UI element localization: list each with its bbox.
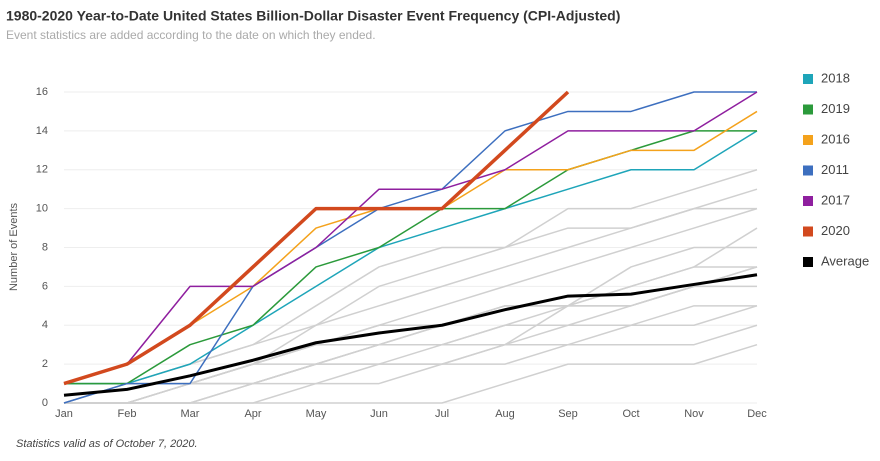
- y-tick-label: 12: [36, 164, 48, 176]
- legend-swatch: [803, 135, 813, 145]
- legend-label: 2011: [821, 162, 849, 177]
- series-line: [63, 90, 570, 386]
- chart-subtitle: Event statistics are added according to …: [6, 28, 376, 42]
- y-tick-label: 10: [36, 203, 48, 215]
- background-line: [64, 207, 757, 404]
- legend-label: 2020: [821, 223, 850, 238]
- series-line: [63, 273, 758, 397]
- legend-swatch: [803, 104, 813, 115]
- y-tick-label: 2: [42, 358, 48, 370]
- x-tick-label: Jun: [370, 408, 388, 420]
- y-tick-label: 6: [42, 280, 48, 292]
- legend-label: Average: [821, 253, 869, 268]
- x-tick-label: Nov: [684, 408, 704, 420]
- x-tick-label: Apr: [244, 408, 261, 420]
- legend-swatch: [803, 257, 813, 267]
- series-line: [64, 130, 758, 385]
- x-tick-label: Sep: [558, 408, 578, 420]
- legend-swatch: [803, 196, 813, 206]
- y-axis-label: Number of Events: [8, 202, 20, 291]
- y-tick-label: 8: [42, 241, 48, 253]
- legend-swatch: [803, 165, 813, 176]
- x-tick-label: Aug: [495, 408, 515, 420]
- legend-swatch: [803, 226, 813, 237]
- legend-label: 2016: [821, 131, 850, 146]
- footnote: Statistics valid as of October 7, 2020.: [16, 438, 198, 450]
- x-tick-label: May: [306, 408, 327, 420]
- x-tick-label: Feb: [118, 408, 137, 420]
- series-line: [64, 130, 757, 385]
- y-tick-label: 14: [36, 125, 48, 137]
- chart-title: 1980-2020 Year-to-Date United States Bil…: [6, 8, 620, 24]
- legend-label: 2017: [821, 192, 850, 207]
- y-tick-label: 4: [42, 319, 48, 331]
- x-tick-label: Mar: [181, 408, 200, 420]
- y-tick-label: 0: [42, 397, 48, 409]
- series-line: [63, 91, 757, 404]
- x-tick-label: Dec: [747, 408, 767, 420]
- x-tick-label: Oct: [622, 408, 639, 420]
- x-tick-label: Jan: [55, 408, 73, 420]
- legend-swatch: [803, 74, 813, 84]
- series-line: [63, 91, 758, 385]
- y-tick-label: 16: [36, 86, 48, 98]
- legend-label: 2018: [821, 70, 850, 85]
- x-tick-label: Jul: [435, 408, 449, 420]
- legend-label: 2019: [821, 101, 850, 116]
